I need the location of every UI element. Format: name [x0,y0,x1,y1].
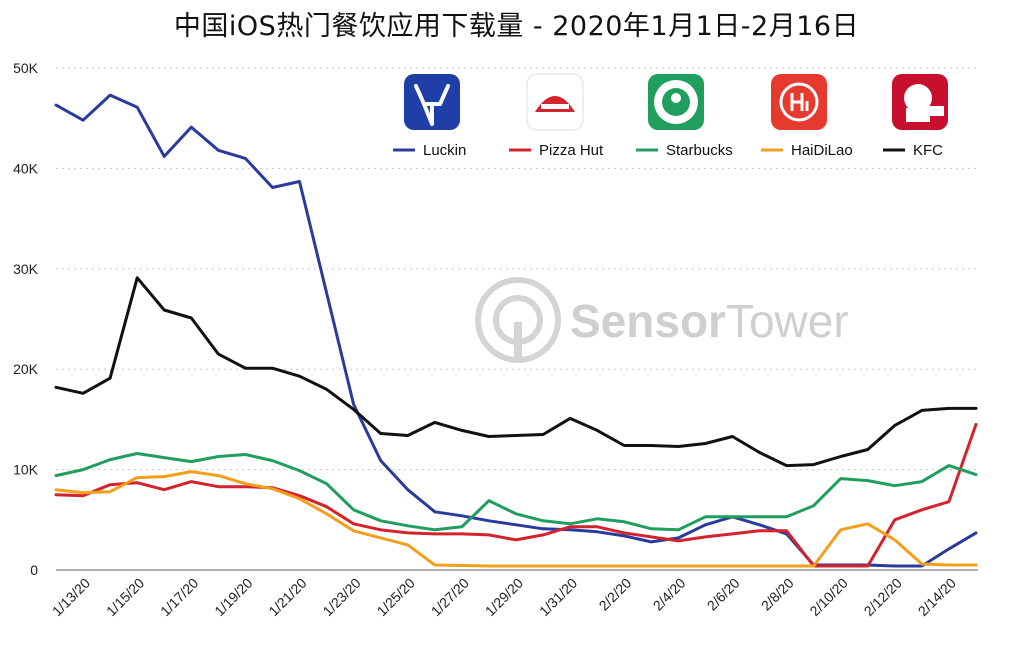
series-line-haidilao [54,470,978,568]
haidilao-hi-icon [771,74,827,130]
legend-label: Pizza Hut [539,142,604,159]
legend-label: HaiDiLao [791,142,853,159]
x-tick-label: 2/6/20 [704,575,743,614]
y-tick-label: 0 [30,562,38,578]
legend-item-pizza-hut: Pizza Hut [509,73,604,159]
x-tick-label: 1/13/20 [49,575,93,619]
series-lines [54,93,978,568]
y-tick-label: 40K [13,160,39,176]
gridlines: 0 10K 20K 30K 40K 50K [13,60,978,578]
y-tick-label: 30K [13,261,39,277]
watermark-word-tower: Tower [726,295,849,347]
legend-item-haidilao: HaiDiLao [761,74,853,159]
x-tick-label: 1/19/20 [211,575,255,619]
kfc-colonel-icon [892,74,948,130]
x-tick-label: 2/10/20 [806,575,850,619]
x-tick-label: 1/17/20 [157,575,201,619]
legend-item-starbucks: Starbucks [636,74,733,159]
series-line-starbucks [54,452,978,532]
x-tick-label: 1/23/20 [319,575,363,619]
x-tick-label: 1/31/20 [536,575,580,619]
series-line-pizza-hut [54,422,978,568]
sensortower-logo-icon [475,277,561,363]
legend-label: KFC [913,142,943,159]
x-tick-label: 2/2/20 [596,575,635,614]
starbucks-siren-icon [648,74,704,130]
y-tick-label: 50K [13,60,39,76]
x-tick-label: 2/4/20 [650,575,689,614]
x-tick-label: 1/25/20 [374,575,418,619]
axes: 1/13/20 1/15/20 1/17/20 1/19/20 1/21/20 1/23/… [49,569,978,619]
series-line-kfc [54,276,978,468]
legend-label: Luckin [423,142,466,159]
y-tick-label: 10K [13,462,39,478]
x-tick-label: 2/12/20 [861,575,905,619]
chart-title: 中国iOS热门餐饮应用下载量 - 2020年1月1日-2月16日 [173,11,860,42]
x-tick-label: 1/29/20 [482,575,526,619]
pizzahut-hat-icon [526,73,584,131]
legend-item-luckin: Luckin [393,74,466,159]
x-tick-label: 1/27/20 [428,575,472,619]
watermark-word-sensor: Sensor [570,295,726,347]
x-tick-label: 1/15/20 [103,575,147,619]
y-tick-label: 20K [13,361,39,377]
sensortower-watermark: SensorTower [475,277,849,363]
legend: Luckin Pizza Hut Starbucks HaiDiLao KFC [393,73,948,159]
watermark-text: SensorTower [570,295,849,347]
x-tick-label: 2/8/20 [758,575,797,614]
legend-label: Starbucks [666,142,733,159]
x-tick-label: 2/14/20 [915,575,959,619]
legend-item-kfc: KFC [883,74,948,159]
x-tick-label: 1/21/20 [265,575,309,619]
luckin-deer-icon [404,74,460,130]
